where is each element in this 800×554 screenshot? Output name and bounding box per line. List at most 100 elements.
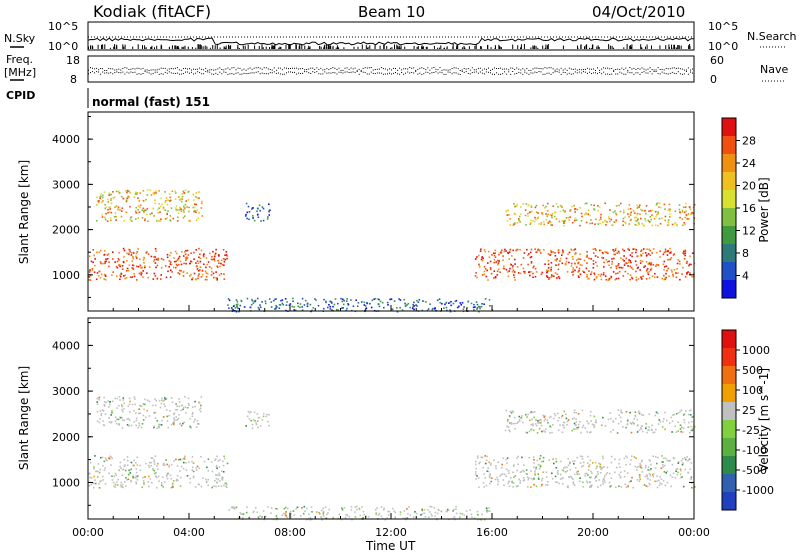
power-echo-cell [217,266,219,269]
power-echo-cell [98,200,100,202]
velocity-echo-cell [153,412,156,414]
velocity-echo-cell [263,412,265,415]
velocity-echo-cell [688,421,690,424]
power-echo-cell [559,204,562,207]
nave-dot [251,72,253,74]
velocity-echo-cell [507,480,510,483]
power-echo-cell [508,214,510,216]
velocity-echo-cell [165,409,168,411]
power-echo-cell [484,268,487,270]
velocity-colorbar-swatch [722,384,736,403]
velocity-echo-cell [267,506,269,508]
velocity-echo-cell [603,479,606,482]
nave-dot [459,74,461,75]
velocity-echo-cell [120,416,122,419]
velocity-echo-cell [540,418,542,421]
velocity-echo-cell [332,517,334,519]
power-echo-cell [570,209,572,212]
velocity-echo-cell [682,427,685,429]
velocity-echo-cell [380,506,383,508]
power-echo-cell [574,217,577,220]
velocity-echo-cell [158,426,160,429]
power-echo-cell [510,264,513,266]
power-echo-cell [637,266,639,269]
velocity-echo-cell [254,507,257,509]
power-echo-cell [666,224,669,227]
noise-left-label: N.Sky [4,32,36,45]
power-echo-cell [116,275,118,277]
power-echo-cell [610,275,613,278]
nave-dot [334,72,336,74]
nave-dot [217,73,219,75]
nave-dot [92,71,93,73]
power-echo-cell [228,299,231,302]
power-echo-cell [534,206,537,209]
power-echo-cell [546,215,548,218]
velocity-echo-cell [178,413,180,416]
power-echo-cell [219,265,221,268]
velocity-echo-cell [409,514,412,516]
power-echo-cell [577,275,580,277]
velocity-echo-cell [643,484,646,486]
power-echo-cell [137,248,139,250]
velocity-echo-cell [402,517,405,520]
velocity-echo-cell [128,403,131,406]
freq-dot [281,69,283,71]
freq-dot [275,69,277,71]
velocity-echo-cell [682,485,685,488]
velocity-echo-cell [378,512,381,515]
freq-dot [568,67,570,69]
freq-dot [215,69,217,71]
power-echo-cell [629,274,632,276]
velocity-echo-cell [646,475,648,477]
velocity-echo-cell [98,396,101,399]
power-echo-cell [544,206,546,209]
power-echo-cell [545,205,547,208]
power-echo-cell [595,277,598,279]
power-echo-cell [653,217,656,220]
power-echo-cell [100,273,103,276]
power-echo-cell [121,207,123,209]
velocity-echo-cell [659,476,661,478]
power-echo-cell [505,250,507,252]
velocity-echo-cell [175,403,177,405]
power-echo-cell [156,208,159,211]
power-echo-cell [357,302,360,304]
velocity-echo-cell [215,458,217,460]
power-echo-cell [147,276,149,279]
velocity-echo-cell [564,466,566,469]
power-echo-cell [480,258,483,261]
power-echo-cell [413,305,415,307]
power-echo-cell [343,299,345,302]
velocity-echo-cell [662,420,665,423]
velocity-echo-cell [594,421,597,424]
power-echo-cell [689,255,691,258]
x-axis-label: Time UT [365,539,416,553]
power-echo-cell [325,300,327,303]
velocity-echo-cell [475,473,477,476]
velocity-echo-cell [588,465,590,468]
velocity-echo-cell [93,468,95,470]
power-echo-cell [648,277,651,279]
power-echo-cell [119,209,121,211]
power-echo-cell [251,298,253,301]
power-echo-cell [535,211,538,214]
power-echo-cell [679,263,681,265]
power-echo-cell [544,263,546,265]
power-echo-cell [139,206,141,209]
velocity-echo-cell [412,516,415,518]
power-echo-cell [574,262,576,265]
freq-dot [471,67,473,69]
velocity-echo-cell [516,469,518,472]
power-echo-cell [557,264,559,266]
power-echo-cell [664,208,666,210]
power-echo-cell [195,203,198,206]
power-echo-cell [212,272,215,275]
velocity-echo-cell [577,470,579,473]
power-echo-cell [530,255,533,258]
velocity-echo-cell [552,458,554,460]
velocity-echo-cell [531,418,533,421]
velocity-echo-cell [575,412,577,414]
nave-dot [419,72,421,74]
power-echo-cell [555,264,557,266]
